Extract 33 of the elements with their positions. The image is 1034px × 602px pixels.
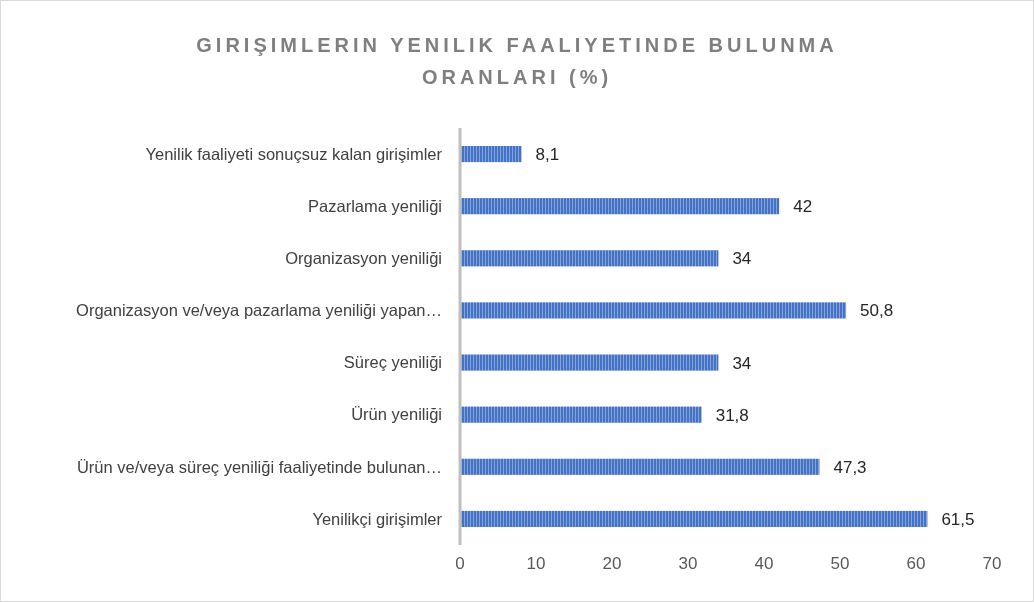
y-tick-label: Ürün ve/veya süreç yeniliği faaliyetinde bulunan… [76, 457, 442, 476]
bar [460, 145, 522, 163]
bar [460, 458, 820, 475]
bar [460, 406, 702, 423]
y-tick-label: Yenilik faaliyeti sonuçsuz kalan girişimler [145, 144, 443, 163]
data-label: 31,8 [715, 405, 749, 425]
chart-title: GIRIŞIMLERIN YENILIK FAALIYETINDE BULUNMA ORANLARI (%) [196, 34, 838, 88]
y-tick-label: Ürün yeniliği [351, 405, 442, 424]
data-label: 42 [793, 197, 813, 217]
bar [460, 354, 719, 371]
data-label: 50,8 [860, 301, 894, 321]
data-label: 34 [732, 249, 752, 269]
x-tick-label: 20 [602, 554, 622, 573]
x-tick-label: 10 [526, 554, 546, 573]
data-label: 47,3 [833, 457, 867, 477]
data-label: 8,1 [535, 145, 560, 165]
y-tick-label: Yenilikçi girişimler [312, 509, 443, 528]
y-tick-label: Pazarlama yeniliği [308, 196, 442, 215]
x-tick-label: 70 [982, 554, 1002, 573]
bar [460, 510, 928, 528]
y-tick-label: Organizasyon yeniliği [285, 249, 442, 268]
x-tick-label: 60 [906, 554, 926, 573]
y-tick-label: Organizasyon ve/veya pazarlama yeniliği yapan… [76, 301, 442, 320]
x-tick-label: 50 [830, 554, 850, 573]
y-tick-label: Süreç yeniliği [343, 353, 442, 372]
data-label: 61,5 [941, 509, 975, 529]
bar [460, 250, 719, 267]
x-tick-label: 40 [754, 554, 774, 573]
bar [460, 198, 780, 215]
data-label: 34 [732, 353, 752, 373]
bar [460, 302, 847, 319]
x-tick-label: 0 [455, 554, 465, 573]
x-tick-label: 30 [678, 554, 698, 573]
